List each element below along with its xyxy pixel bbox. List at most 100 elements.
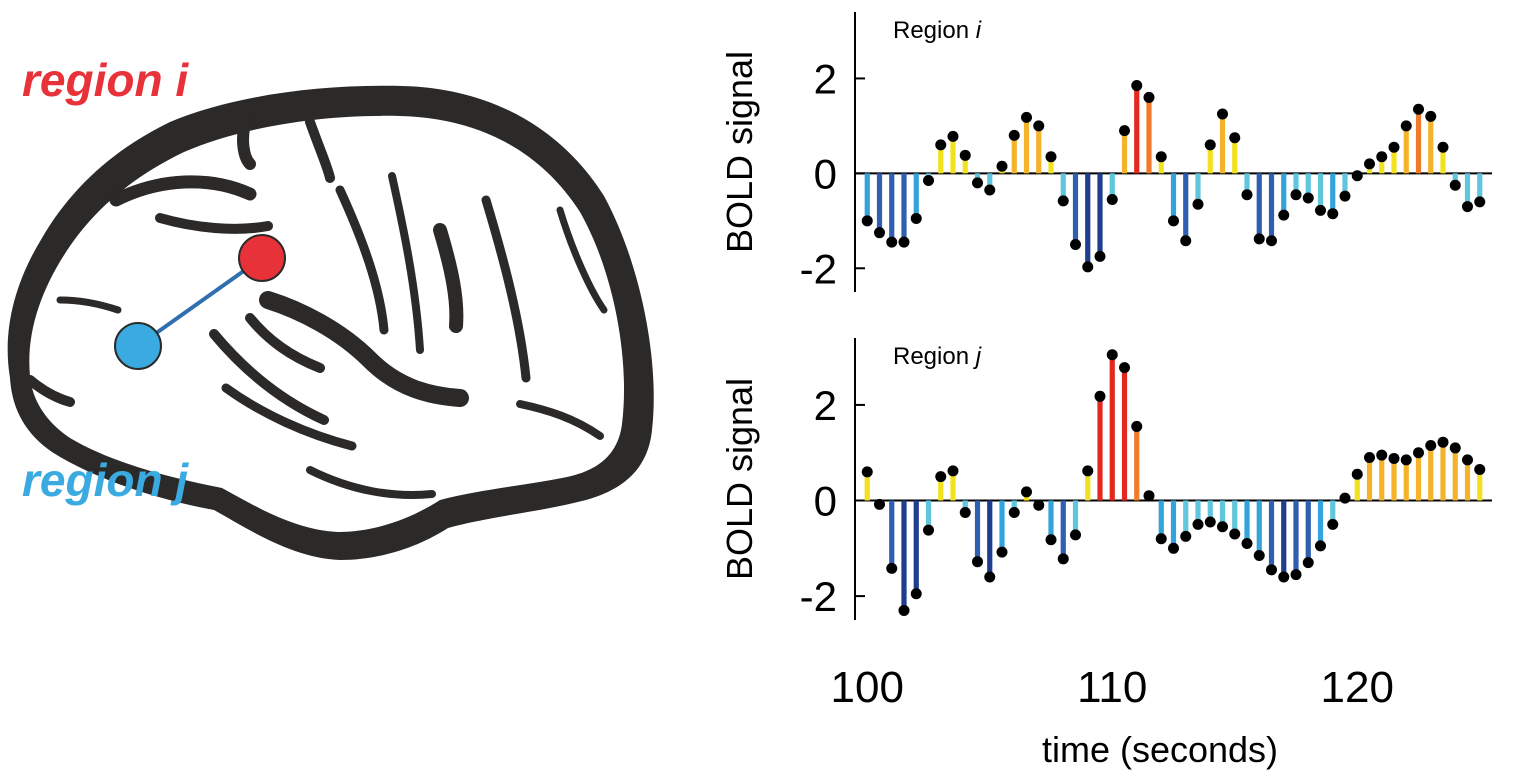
data-point bbox=[1070, 239, 1081, 251]
data-point bbox=[1290, 569, 1302, 581]
y-tick-label: 2 bbox=[814, 55, 837, 102]
stem-bar bbox=[987, 500, 993, 577]
region-i-label: region i bbox=[22, 54, 189, 106]
stem-bar bbox=[1379, 156, 1385, 174]
data-point bbox=[1290, 189, 1302, 201]
stem-bar bbox=[1428, 116, 1434, 174]
data-point bbox=[1437, 141, 1449, 153]
y-axis-label: BOLD signal bbox=[719, 378, 760, 580]
data-point bbox=[1008, 129, 1020, 141]
data-point bbox=[1425, 440, 1437, 452]
data-point bbox=[1119, 125, 1130, 137]
data-point bbox=[1070, 529, 1081, 541]
data-point bbox=[1364, 158, 1375, 170]
stem-bar bbox=[1379, 455, 1385, 501]
data-point bbox=[1057, 195, 1069, 207]
data-point bbox=[972, 177, 983, 189]
stem-bar bbox=[1244, 173, 1250, 195]
data-point bbox=[959, 149, 971, 161]
data-point bbox=[1413, 447, 1424, 459]
stem-bar bbox=[1477, 469, 1483, 501]
stem-bar bbox=[1023, 117, 1030, 174]
stem-bar bbox=[1452, 173, 1458, 186]
data-point bbox=[1204, 139, 1216, 151]
data-point bbox=[1449, 442, 1461, 454]
region-i-node bbox=[238, 234, 286, 282]
stem-bar bbox=[950, 136, 956, 174]
stem-bar bbox=[962, 155, 968, 174]
data-point bbox=[1229, 132, 1241, 144]
stem-bar bbox=[1415, 109, 1422, 174]
stem-bar bbox=[1011, 500, 1017, 513]
stem-bar bbox=[1428, 445, 1434, 501]
stem-bar bbox=[1415, 452, 1422, 501]
stem-bar bbox=[1317, 173, 1324, 211]
data-point bbox=[1021, 486, 1032, 498]
data-point bbox=[1425, 110, 1437, 122]
panel-title: Region j bbox=[893, 343, 982, 370]
stem-bar bbox=[1342, 173, 1348, 197]
y-axis-label: BOLD signal bbox=[719, 51, 760, 253]
stem-bar bbox=[1366, 457, 1373, 501]
data-point bbox=[1302, 557, 1314, 569]
region-j-label: region j bbox=[22, 454, 189, 506]
data-point bbox=[1143, 490, 1155, 502]
data-point bbox=[898, 236, 910, 248]
data-point bbox=[1168, 215, 1179, 227]
stem-bar bbox=[1109, 354, 1115, 501]
stem-bar bbox=[1403, 125, 1409, 174]
data-point bbox=[1119, 362, 1130, 374]
panel-title: Region i bbox=[893, 17, 982, 44]
stem-bar bbox=[1452, 447, 1458, 501]
region-j-panel: -2 0 2 BOLD signal Region j 100 110 120 time (se… bbox=[719, 338, 1492, 770]
data-point bbox=[1302, 192, 1314, 204]
stem-bar bbox=[1072, 500, 1079, 535]
data-point bbox=[1045, 534, 1057, 546]
data-point bbox=[1082, 465, 1094, 477]
stem-bar bbox=[864, 471, 870, 501]
data-point bbox=[1021, 111, 1032, 123]
data-point bbox=[1474, 196, 1486, 208]
data-point bbox=[1266, 235, 1277, 247]
stem-bar bbox=[974, 500, 981, 562]
x-tick-label: 110 bbox=[1077, 663, 1147, 712]
x-tick-label: 120 bbox=[1321, 663, 1394, 712]
stem-bar bbox=[1293, 173, 1299, 195]
data-point bbox=[935, 471, 947, 483]
stem-bar bbox=[1219, 500, 1226, 527]
data-point bbox=[1033, 499, 1045, 511]
stem-bar bbox=[1317, 500, 1324, 546]
stem-bar bbox=[1305, 500, 1311, 563]
data-point bbox=[1400, 120, 1412, 132]
data-point bbox=[1315, 204, 1326, 216]
data-point bbox=[1376, 151, 1388, 163]
data-point bbox=[1229, 528, 1241, 540]
stem-bar bbox=[1464, 173, 1471, 207]
stem-bar bbox=[1268, 500, 1275, 570]
stem-bar bbox=[1256, 173, 1262, 239]
stem-bar bbox=[1183, 500, 1189, 537]
data-point bbox=[1315, 540, 1326, 552]
stem-bar bbox=[1170, 500, 1177, 549]
stem-bar bbox=[1048, 500, 1054, 540]
data-point bbox=[984, 184, 996, 196]
data-point bbox=[1339, 492, 1351, 504]
data-point bbox=[947, 130, 959, 142]
data-point bbox=[1364, 451, 1375, 463]
brain-sulci bbox=[25, 114, 608, 499]
data-point bbox=[910, 588, 922, 600]
data-point bbox=[1449, 179, 1461, 191]
stem-bar bbox=[1281, 173, 1287, 216]
stem-bar bbox=[999, 500, 1005, 553]
data-point bbox=[1327, 518, 1339, 530]
data-point bbox=[1351, 170, 1363, 182]
y-tick-label: 0 bbox=[814, 150, 837, 197]
stem-bar bbox=[1207, 144, 1213, 174]
data-point bbox=[1217, 521, 1228, 533]
data-point bbox=[1094, 250, 1106, 262]
data-point bbox=[1057, 553, 1069, 565]
data-point bbox=[1400, 454, 1412, 466]
data-point bbox=[910, 212, 922, 224]
data-point bbox=[1339, 190, 1351, 202]
